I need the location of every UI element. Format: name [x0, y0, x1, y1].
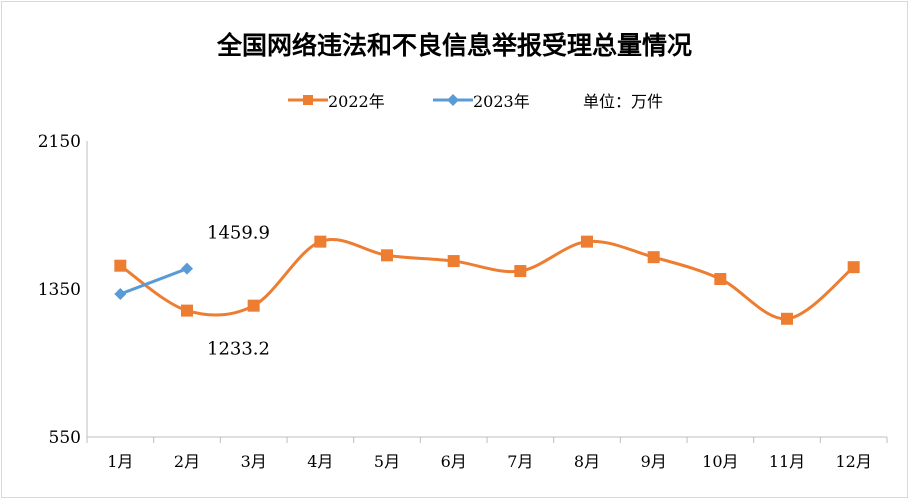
y-tick-label: 1350	[38, 280, 81, 300]
unit-note: 单位：万件	[583, 92, 664, 111]
data-point	[114, 287, 127, 300]
data-point	[381, 249, 393, 262]
x-tick-label: 2月	[174, 452, 200, 471]
data-point	[714, 273, 727, 286]
y-tick-label: 2150	[38, 132, 81, 152]
x-tick-label: 6月	[441, 452, 467, 471]
legend-item-2022: 2022年	[288, 88, 385, 112]
x-tick-label: 10月	[702, 452, 738, 471]
chart-title: 全国网络违法和不良信息举报受理总量情况	[216, 31, 692, 60]
series-line-0	[119, 238, 855, 321]
x-tick-label: 9月	[641, 452, 667, 471]
series-line-1	[119, 267, 188, 296]
x-tick-label: 5月	[374, 452, 400, 471]
data-point	[847, 261, 860, 274]
legend-marker-square-icon	[288, 95, 328, 105]
y-tick-label: 550	[49, 428, 81, 448]
data-point	[181, 304, 193, 317]
data-label: 1233.2	[207, 339, 270, 360]
x-tick-label: 12月	[835, 452, 871, 471]
x-tick-label: 11月	[769, 452, 805, 471]
x-tick-label: 4月	[307, 452, 333, 471]
data-point	[114, 259, 127, 272]
data-point	[514, 265, 527, 278]
data-point	[447, 255, 460, 268]
data-point	[581, 235, 593, 248]
x-tick-label: 7月	[507, 452, 533, 471]
data-point	[647, 251, 660, 264]
legend-marker-diamond-icon	[433, 94, 473, 106]
data-point	[181, 262, 193, 275]
data-label: 1459.9	[207, 223, 270, 244]
x-tick-label: 1月	[107, 452, 133, 471]
legend-item-2023: 2023年	[433, 88, 530, 112]
legend-label-2022: 2022年	[328, 92, 385, 111]
data-point	[781, 312, 793, 325]
x-tick-label: 8月	[574, 452, 600, 471]
legend-label-2023: 2023年	[473, 92, 530, 111]
data-point	[314, 235, 327, 248]
x-tick-label: 3月	[241, 452, 267, 471]
data-point	[247, 299, 260, 312]
